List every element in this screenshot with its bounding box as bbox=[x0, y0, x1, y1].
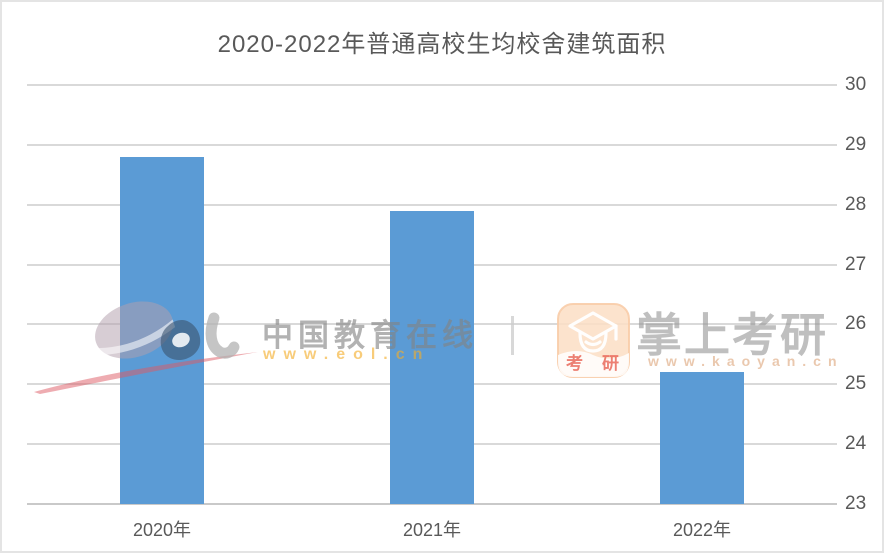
y-tick-label-26: 26 bbox=[845, 313, 867, 335]
gridline-23 bbox=[27, 503, 837, 505]
y-tick-label-25: 25 bbox=[845, 373, 867, 395]
x-tick-label-2022年: 2022年 bbox=[672, 520, 732, 540]
y-tick-label-27: 27 bbox=[845, 253, 867, 275]
chart-title: 2020-2022年普通高校生均校舍建筑面积 bbox=[217, 31, 667, 58]
y-tick-label-30: 30 bbox=[845, 74, 867, 95]
gridline-30 bbox=[27, 84, 837, 86]
y-tick-label-29: 29 bbox=[845, 133, 867, 155]
x-tick-label-2020年: 2020年 bbox=[132, 520, 192, 540]
gridline-29 bbox=[27, 143, 837, 146]
y-tick-label-24: 24 bbox=[845, 433, 867, 455]
plot-area: 23 24 25 26 27 28 29 30 2020年 2021年 2022年 bbox=[27, 74, 866, 540]
gridline-28 bbox=[27, 203, 837, 206]
bar-2021年 bbox=[390, 210, 474, 504]
bar-2020年 bbox=[120, 156, 204, 504]
y-tick-label-28: 28 bbox=[845, 193, 867, 215]
y-tick-label-23: 23 bbox=[845, 493, 867, 514]
bar-2022年 bbox=[660, 372, 744, 504]
x-tick-label-2021年: 2021年 bbox=[402, 520, 462, 540]
